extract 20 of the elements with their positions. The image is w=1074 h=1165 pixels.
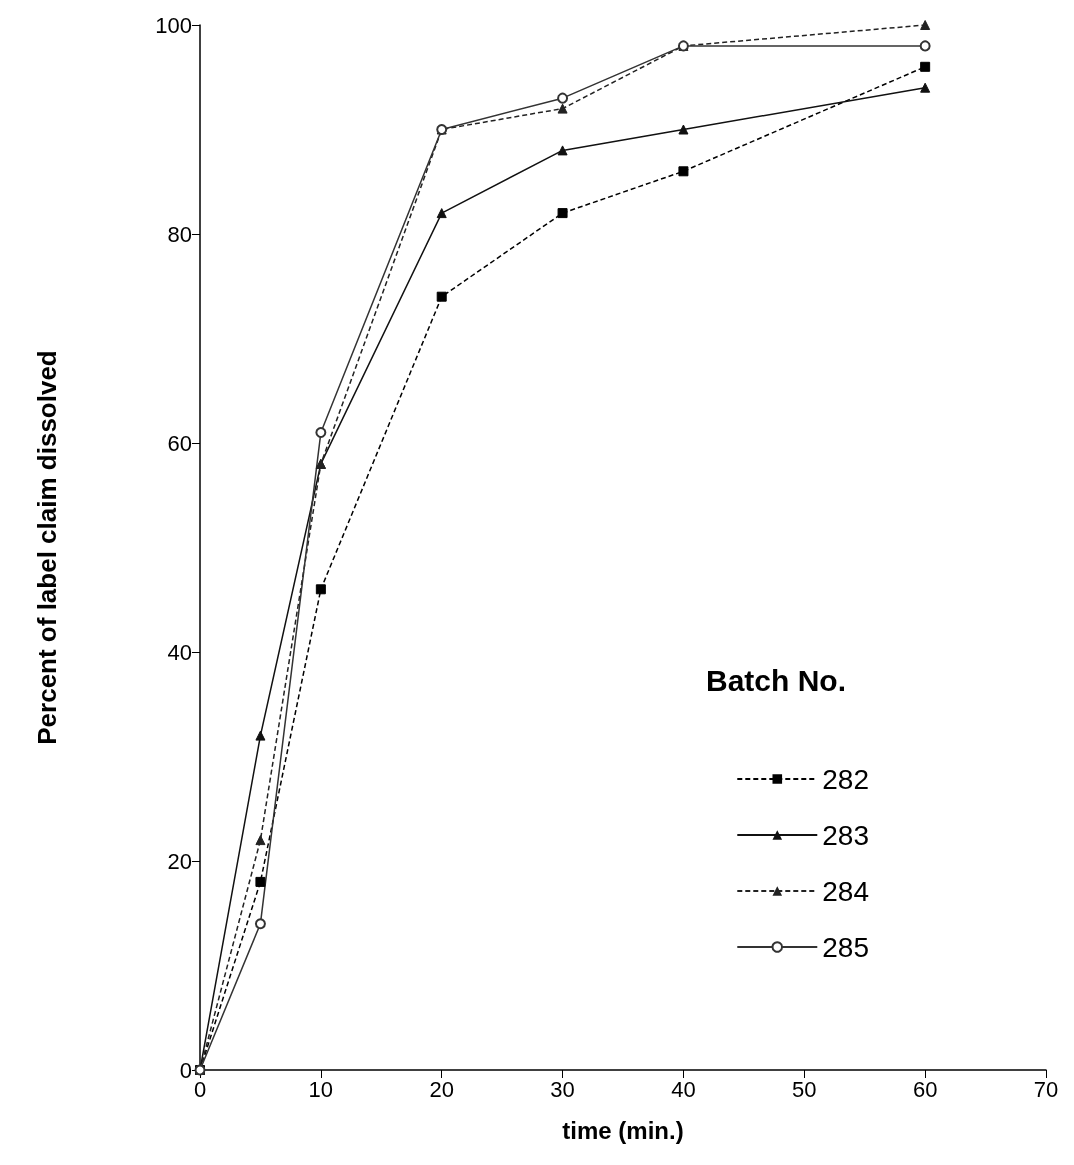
legend-title: Batch No.: [706, 663, 847, 697]
x-tick-label: 30: [550, 1076, 575, 1102]
y-tick-label: 40: [167, 639, 192, 665]
legend-label: 283: [822, 819, 869, 851]
x-axis-title: time (min.): [562, 1116, 684, 1144]
legend-label: 284: [822, 875, 869, 907]
y-tick-label: 60: [167, 430, 192, 456]
x-tick-label: 20: [429, 1076, 454, 1102]
y-tick-label: 100: [155, 12, 192, 38]
x-tick-label: 60: [912, 1076, 938, 1102]
legend-label: 285: [822, 931, 869, 963]
x-tick-label: 50: [792, 1076, 817, 1102]
legend-label: 282: [822, 763, 869, 795]
y-tick-label: 80: [167, 221, 192, 247]
x-tick-label: 70: [1033, 1076, 1059, 1102]
y-axis-title: Percent of label claim dissolved: [32, 350, 62, 745]
x-tick-label: 10: [308, 1076, 334, 1102]
y-tick-label: 0: [179, 1057, 192, 1083]
y-tick-label: 20: [167, 848, 192, 874]
x-tick-label: 40: [671, 1076, 696, 1102]
